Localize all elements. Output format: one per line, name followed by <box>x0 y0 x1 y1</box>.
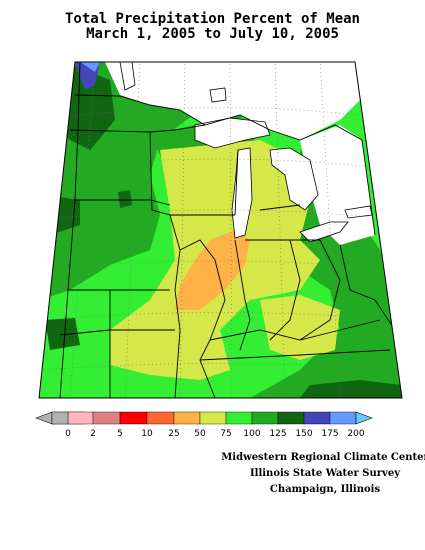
legend-swatch-light-blue <box>329 411 357 425</box>
legend-label-2: 2 <box>90 429 96 439</box>
lake-winnipeg <box>119 62 136 91</box>
legend-swatch-green <box>225 411 253 425</box>
lake-huron <box>269 147 319 211</box>
lake-nipigon <box>209 87 227 103</box>
map-title: Total Precipitation Percent of Mean <box>64 11 360 27</box>
legend-swatch-salmon <box>92 411 121 425</box>
legend-label-10: 10 <box>141 429 153 439</box>
legend-swatch-pink <box>67 411 94 425</box>
credit-survey: Illinois State Water Survey <box>249 468 401 479</box>
legend: 0 2 5 10 25 50 75 100 125 150 175 200 <box>35 411 373 439</box>
legend-swatch-mid-green <box>251 411 279 425</box>
region-50-75 <box>175 230 250 310</box>
no-data-canada <box>105 62 360 140</box>
state-boundaries <box>59 62 396 398</box>
legend-label-0: 0 <box>65 429 71 439</box>
legend-arrow-left <box>35 411 53 425</box>
legend-label-175: 175 <box>321 429 338 439</box>
map-frame <box>38 61 403 399</box>
legend-label-100: 100 <box>243 429 260 439</box>
legend-label-50: 50 <box>194 429 206 439</box>
legend-swatch-dark-green <box>277 411 305 425</box>
region-75-100-east <box>260 295 340 360</box>
legend-label-75: 75 <box>220 429 231 439</box>
credit-location: Champaign, Illinois <box>269 484 381 495</box>
legend-label-5: 5 <box>117 429 123 439</box>
map-date-range: March 1, 2005 to July 10, 2005 <box>86 26 339 42</box>
graticule <box>39 62 401 398</box>
region-150-175-se <box>300 380 402 398</box>
credit-org: Midwestern Regional Climate Center <box>221 452 425 463</box>
precipitation-map <box>38 61 403 399</box>
us-canada-border <box>74 94 376 236</box>
legend-swatch-orange-red <box>146 411 175 425</box>
legend-label-125: 125 <box>269 429 286 439</box>
legend-label-150: 150 <box>295 429 312 439</box>
legend-swatch-orange <box>173 411 201 425</box>
legend-swatch-red <box>119 411 148 425</box>
legend-swatch-yellow-green <box>199 411 227 425</box>
legend-swatch-blue <box>303 411 331 425</box>
region-150-175-sw <box>45 318 80 350</box>
legend-arrow-right <box>355 411 373 425</box>
legend-label-25: 25 <box>168 429 179 439</box>
lake-superior <box>194 117 271 149</box>
region-150-175-patch <box>118 190 132 208</box>
region-125-150-east <box>250 195 402 398</box>
legend-label-200: 200 <box>347 429 364 439</box>
region-200-plus <box>80 62 100 72</box>
